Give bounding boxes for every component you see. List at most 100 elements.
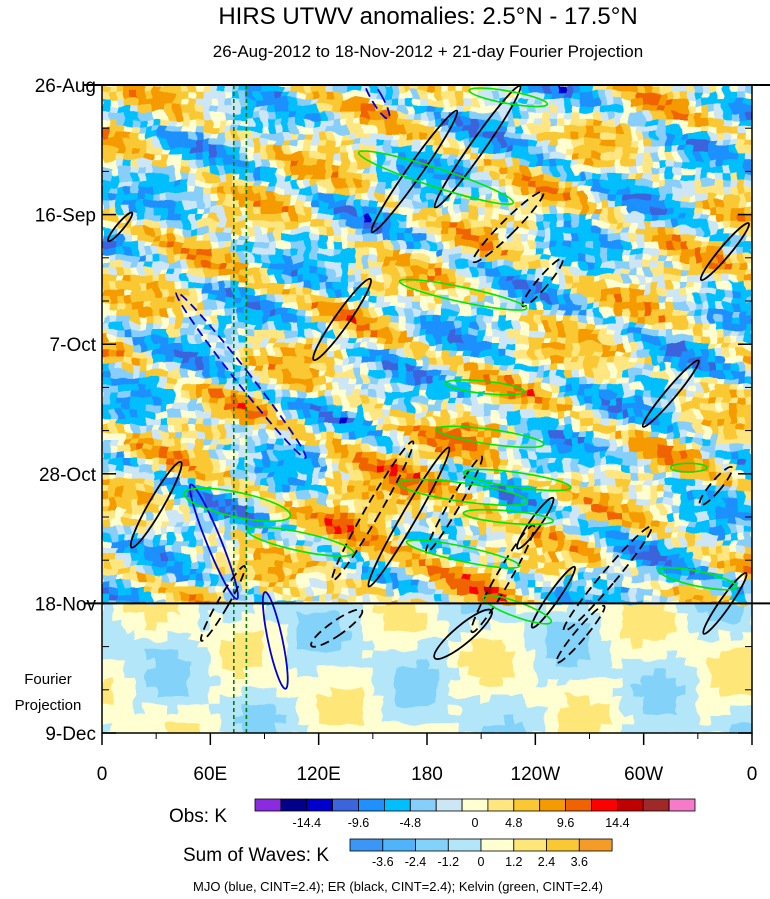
heat-cell: [224, 444, 233, 453]
heat-cell: [102, 478, 110, 487]
heat-cell: [354, 309, 363, 317]
heat-cell: [253, 410, 262, 419]
heat-cell: [116, 132, 125, 140]
heat-cell: [304, 159, 312, 168]
heat-cell: [441, 363, 450, 371]
heat-cell: [354, 214, 363, 222]
heat-cell: [311, 186, 320, 195]
heat-cell: [325, 180, 334, 188]
heat-cell: [123, 268, 132, 276]
heat-cell: [679, 85, 688, 93]
heat-cell: [694, 343, 702, 351]
heat-cell: [383, 471, 392, 480]
heat-cell: [109, 152, 117, 161]
heat-cell: [600, 404, 609, 412]
heat-cell: [455, 370, 464, 378]
heat-cell: [463, 329, 471, 337]
heat-cell: [354, 322, 363, 330]
heat-cell: [470, 451, 479, 459]
heat-cell: [470, 417, 479, 425]
heat-cell: [484, 214, 493, 222]
heat-cell: [448, 336, 457, 344]
heat-cell: [455, 363, 464, 371]
heat-cell: [304, 234, 312, 242]
heat-cell: [311, 343, 320, 351]
heat-cell: [405, 268, 414, 276]
heat-cell: [275, 424, 284, 432]
heat-cell: [701, 492, 710, 500]
heat-cell: [463, 431, 471, 439]
heat-cell: [600, 315, 609, 324]
heat-cell: [629, 118, 637, 127]
heat-cell: [138, 329, 146, 337]
heat-cell: [333, 207, 341, 215]
heat-cell: [253, 465, 262, 473]
heat-cell: [658, 356, 666, 364]
heat-cell: [701, 458, 710, 466]
heat-cell: [405, 98, 414, 106]
heat-cell: [123, 410, 132, 419]
heat-cell: [513, 485, 522, 493]
heat-cell: [715, 397, 724, 405]
heat-cell: [455, 227, 464, 235]
heat-cell: [347, 471, 356, 480]
heat-cell: [311, 207, 320, 215]
heat-cell: [340, 336, 349, 344]
heat-cell: [159, 397, 168, 405]
heat-cell: [636, 200, 645, 208]
heat-cell: [506, 288, 515, 297]
heat-cell: [318, 499, 327, 507]
heat-cell: [492, 424, 500, 432]
heat-cell: [174, 132, 182, 140]
heat-cell: [282, 376, 291, 385]
heat-cell: [715, 275, 724, 283]
heat-cell: [123, 458, 132, 466]
heat-cell: [167, 288, 175, 297]
heat-cell: [246, 499, 255, 507]
heat-cell: [181, 322, 190, 330]
heat-cell: [528, 465, 536, 473]
heat-cell: [564, 417, 572, 425]
heat-cell: [181, 91, 190, 100]
heat-cell: [167, 383, 175, 392]
heat-cell: [528, 343, 536, 351]
heat-cell: [260, 241, 269, 249]
heat-cell: [744, 254, 752, 263]
heat-cell: [333, 166, 341, 174]
heat-cell: [730, 180, 739, 188]
heat-cell: [499, 444, 507, 453]
heat-cell: [333, 417, 341, 425]
heat-cell: [412, 268, 421, 276]
heat-cell: [564, 254, 572, 263]
heat-cell: [253, 173, 262, 181]
heat-cell: [484, 98, 493, 106]
heat-cell: [448, 451, 457, 459]
heat-cell: [557, 152, 565, 161]
heat-cell: [109, 247, 117, 256]
heat-cell: [571, 363, 580, 371]
heat-cell: [253, 254, 262, 263]
heat-cell: [398, 241, 406, 249]
heat-cell: [390, 451, 399, 459]
heat-cell: [181, 112, 190, 120]
heat-cell: [412, 166, 421, 174]
heat-cell: [636, 343, 645, 351]
heat-cell: [520, 139, 529, 147]
heat-cell: [347, 139, 356, 147]
heat-cell: [535, 309, 544, 317]
heat-cell: [282, 275, 291, 283]
heat-cell: [528, 438, 536, 446]
heat-cell: [333, 105, 341, 113]
heat-cell: [167, 173, 175, 181]
heat-cell: [535, 254, 544, 263]
heat-cell: [188, 139, 197, 147]
heat-cell: [130, 492, 139, 500]
heat-cell: [701, 125, 710, 134]
heat-cell: [470, 349, 479, 358]
heat-cell: [260, 193, 269, 201]
heat-cell: [123, 200, 132, 208]
heat-cell: [520, 254, 529, 263]
heat-cell: [549, 471, 558, 480]
heat-cell: [130, 139, 139, 147]
heat-cell: [571, 91, 580, 100]
